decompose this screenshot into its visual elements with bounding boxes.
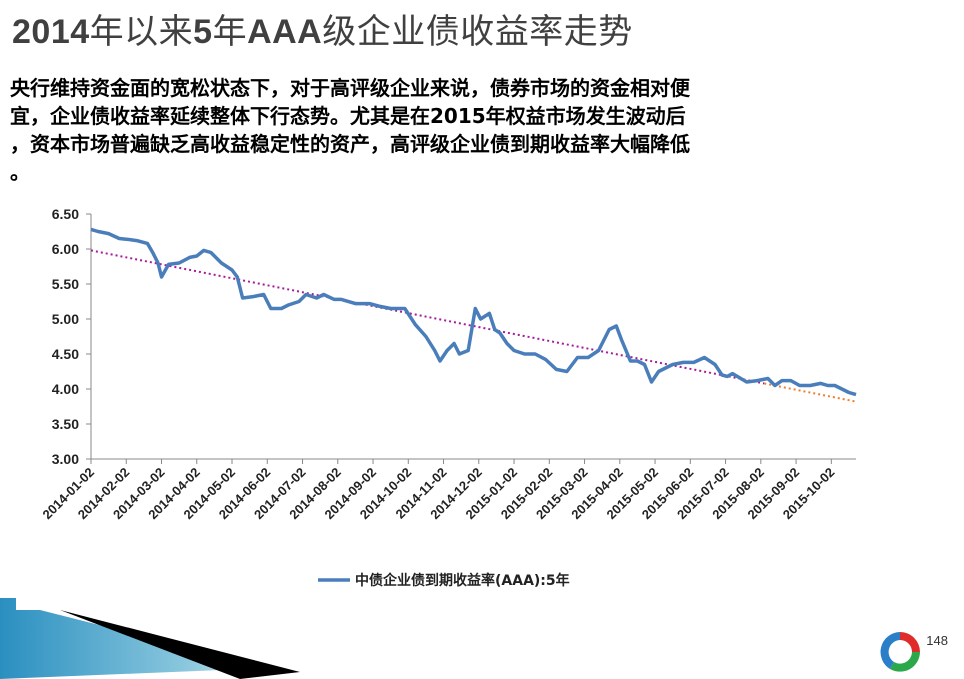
- y-tick-label: 5.00: [52, 311, 79, 327]
- series-line: [90, 227, 857, 397]
- y-tick-label: 4.00: [52, 381, 79, 397]
- y-tick-label: 4.50: [52, 346, 79, 362]
- logo-green-arc-icon: [890, 652, 920, 672]
- y-tick-label: 3.00: [52, 451, 79, 467]
- slide-paragraph: 央行维持资金面的宽松状态下，对于高评级企业来说，债券市场的资金相对便 宜，企业债…: [10, 76, 690, 184]
- series-group: [90, 227, 857, 397]
- trendline-end-segment: [764, 382, 857, 403]
- trendline-segment: [90, 249, 765, 385]
- y-tick-label: 6.00: [52, 241, 79, 257]
- logo-red-arc-icon: [900, 632, 920, 652]
- legend-label: 中债企业债到期收益率(AAA):5年: [355, 572, 570, 589]
- y-tick-label: 3.50: [52, 416, 79, 432]
- chart-legend: 中债企业债到期收益率(AAA):5年: [318, 572, 570, 589]
- slide-title: 2014年以来5年AAA级企业债收益率走势: [12, 13, 633, 51]
- x-axis: 2014-01-022014-02-022014-03-022014-04-02…: [39, 458, 856, 522]
- page-number: 148: [926, 633, 948, 648]
- yield-line-chart: 3.00 3.50 4.00 4.50 5.00 5.50 6.00 6.50 2014-01…: [39, 206, 857, 589]
- y-axis: 3.00 3.50 4.00 4.50 5.00 5.50 6.00 6.50: [52, 206, 92, 467]
- company-logo-icon: [880, 632, 920, 672]
- y-tick-label: 5.50: [52, 276, 79, 292]
- decorative-wedge: [0, 598, 300, 679]
- logo-blue-arc-icon: [880, 632, 900, 669]
- black-wedge-shape: [60, 610, 300, 679]
- y-tick-label: 6.50: [52, 206, 79, 222]
- trendline: [90, 249, 857, 403]
